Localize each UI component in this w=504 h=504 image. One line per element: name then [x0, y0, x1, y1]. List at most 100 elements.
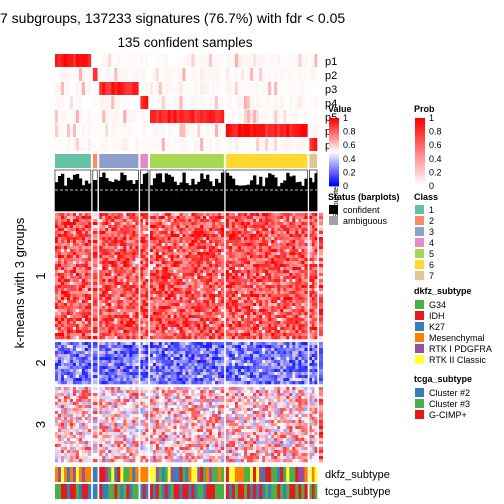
- heatmap-cell: [142, 258, 146, 262]
- prob-cell: [309, 96, 313, 109]
- heatmap-cell: [155, 249, 160, 253]
- heatmap-cell: [132, 327, 136, 331]
- heatmap-cell: [111, 222, 115, 226]
- heatmap-cell: [247, 243, 251, 247]
- heatmap-cell: [132, 246, 136, 250]
- prob-cell: [140, 54, 144, 67]
- heatmap-cell: [81, 276, 86, 280]
- heatmap-cell: [203, 264, 207, 268]
- heatmap-cell: [292, 297, 296, 301]
- heatmap-cell: [179, 213, 183, 217]
- heatmap-cell: [120, 348, 124, 352]
- silhouette-bar: [304, 178, 308, 211]
- heatmap-cell: [265, 249, 269, 253]
- heatmap-cell: [277, 324, 281, 328]
- heatmap-cell: [301, 273, 305, 277]
- silhouette-bar: [78, 178, 83, 211]
- heatmap-cell: [179, 276, 183, 280]
- heatmap-cell: [129, 333, 133, 337]
- heatmap-cell: [262, 294, 266, 298]
- heatmap-cell: [140, 324, 144, 328]
- heatmap-cell: [57, 252, 62, 256]
- silhouette-bar: [286, 172, 290, 211]
- heatmap-cell: [152, 231, 157, 235]
- heatmap-cell: [209, 345, 213, 349]
- heatmap-cell: [277, 342, 281, 346]
- heatmap-cell: [170, 276, 174, 280]
- heatmap-cell: [161, 363, 166, 367]
- heatmap-cell: [295, 363, 299, 367]
- heatmap-cell: [132, 348, 136, 352]
- heatmap-cell: [280, 321, 284, 325]
- heatmap-cell: [295, 237, 299, 241]
- prob-cell: [69, 96, 74, 109]
- prob-cell: [206, 138, 210, 151]
- heatmap-cell: [81, 294, 86, 298]
- heatmap-cell: [271, 240, 275, 244]
- heatmap-cell: [84, 336, 89, 340]
- heatmap-cell: [215, 336, 219, 340]
- heatmap-cell: [167, 285, 171, 289]
- heatmap-cell: [117, 231, 121, 235]
- heatmap-cell: [194, 318, 198, 322]
- prob-cell: [234, 110, 239, 123]
- prob-cell: [92, 96, 98, 109]
- heatmap-cell: [108, 354, 112, 358]
- heatmap-cell: [84, 237, 89, 241]
- heatmap-cell: [220, 294, 225, 298]
- heatmap-cell: [289, 345, 293, 349]
- heatmap-cell: [69, 327, 74, 331]
- heatmap-cell: [176, 288, 180, 292]
- heatmap-cell: [289, 285, 293, 289]
- heatmap-cell: [295, 225, 299, 229]
- heatmap-cell: [108, 261, 112, 265]
- heatmap-cell: [231, 246, 236, 250]
- heatmap-cell: [111, 225, 115, 229]
- heatmap-cell: [158, 351, 163, 355]
- heatmap-cell: [231, 252, 236, 256]
- heatmap-cell: [158, 297, 163, 301]
- heatmap-cell: [243, 228, 248, 232]
- heatmap-cell: [182, 270, 186, 274]
- heatmap-cell: [129, 327, 133, 331]
- heatmap-cell: [92, 264, 98, 268]
- prob-cell: [66, 68, 71, 81]
- heatmap-cell: [234, 333, 239, 337]
- heatmap-cell: [191, 300, 195, 304]
- heatmap-cell: [295, 300, 299, 304]
- heatmap-cell: [167, 225, 171, 229]
- heatmap-cell: [63, 261, 68, 265]
- heatmap-cell: [209, 255, 213, 259]
- heatmap-cell: [102, 294, 106, 298]
- heatmap-cell: [283, 345, 287, 349]
- heatmap-cell: [176, 327, 180, 331]
- heatmap-cell: [271, 348, 275, 352]
- heatmap-cell: [155, 279, 160, 283]
- heatmap-cell: [108, 228, 112, 232]
- heatmap-cell: [135, 300, 139, 304]
- heatmap-cell: [295, 282, 299, 286]
- heatmap-cell: [188, 219, 192, 223]
- prob-cell: [176, 110, 180, 123]
- heatmap-cell: [145, 357, 149, 361]
- heatmap-cell: [87, 303, 92, 307]
- heatmap-cell: [250, 300, 254, 304]
- heatmap-cell: [117, 351, 121, 355]
- heatmap-cell: [87, 318, 92, 322]
- heatmap-cell: [314, 216, 318, 220]
- heatmap-cell: [259, 216, 263, 220]
- prob-cell: [237, 82, 242, 95]
- heatmap-cell: [231, 360, 236, 364]
- heatmap-cell: [182, 255, 186, 259]
- heatmap-cell: [87, 276, 92, 280]
- heatmap-cell: [265, 246, 269, 250]
- heatmap-cell: [142, 342, 146, 346]
- heatmap-cell: [262, 297, 266, 301]
- heatmap-cell: [185, 288, 189, 292]
- heatmap-cell: [231, 312, 236, 316]
- heatmap-cell: [152, 270, 157, 274]
- heatmap-cell: [228, 360, 233, 364]
- heatmap-cell: [253, 273, 257, 277]
- heatmap-cell: [158, 342, 163, 346]
- heatmap-cell: [72, 291, 77, 295]
